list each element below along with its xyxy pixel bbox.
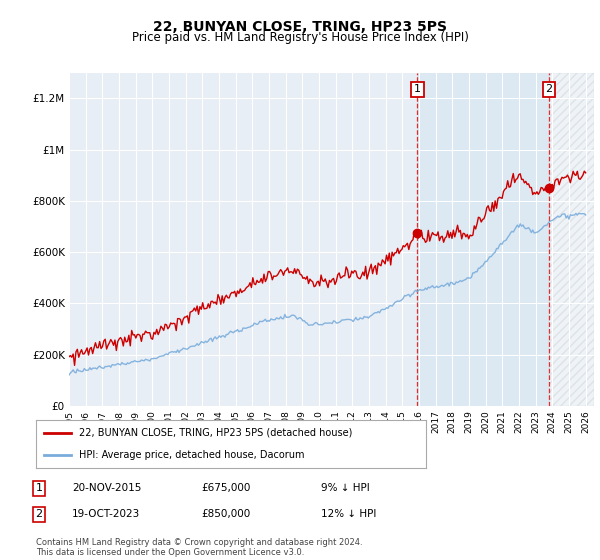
- Text: 2: 2: [545, 85, 553, 95]
- Text: Contains HM Land Registry data © Crown copyright and database right 2024.
This d: Contains HM Land Registry data © Crown c…: [36, 538, 362, 557]
- Text: 9% ↓ HPI: 9% ↓ HPI: [321, 483, 370, 493]
- Text: 20-NOV-2015: 20-NOV-2015: [72, 483, 142, 493]
- Text: £675,000: £675,000: [201, 483, 250, 493]
- Bar: [549, 73, 594, 406]
- Text: £850,000: £850,000: [201, 509, 250, 519]
- Text: 12% ↓ HPI: 12% ↓ HPI: [321, 509, 376, 519]
- Text: 1: 1: [414, 85, 421, 95]
- Text: HPI: Average price, detached house, Dacorum: HPI: Average price, detached house, Daco…: [79, 450, 304, 460]
- Text: 22, BUNYAN CLOSE, TRING, HP23 5PS (detached house): 22, BUNYAN CLOSE, TRING, HP23 5PS (detac…: [79, 428, 352, 438]
- Text: 22, BUNYAN CLOSE, TRING, HP23 5PS: 22, BUNYAN CLOSE, TRING, HP23 5PS: [153, 20, 447, 34]
- Text: Price paid vs. HM Land Registry's House Price Index (HPI): Price paid vs. HM Land Registry's House …: [131, 31, 469, 44]
- Bar: [418, 73, 549, 406]
- Text: 19-OCT-2023: 19-OCT-2023: [72, 509, 140, 519]
- Text: 2: 2: [35, 509, 43, 519]
- Text: 1: 1: [35, 483, 43, 493]
